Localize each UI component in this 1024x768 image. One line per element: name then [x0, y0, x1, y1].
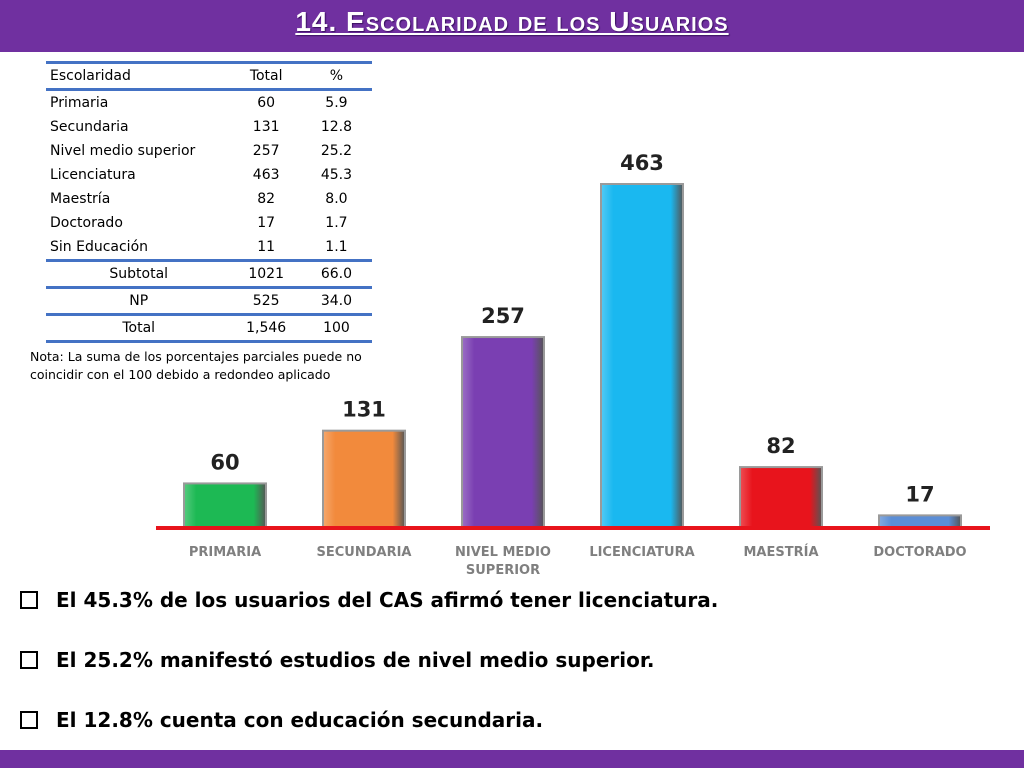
table-row: Secundaria 131 12.8: [46, 115, 372, 139]
category-label: PRIMARIA: [189, 545, 261, 560]
row-total: 17: [257, 215, 276, 231]
footer-bar: [0, 750, 1024, 768]
row-total: 82: [257, 191, 276, 207]
bullet-item: El 25.2% manifestó estudios de nivel med…: [20, 648, 654, 672]
col-header-total: Total: [231, 61, 301, 91]
row-percent: 45.3: [320, 167, 353, 183]
category-label: LICENCIATURA: [589, 545, 694, 560]
row-label: Doctorado: [50, 215, 123, 231]
table-row: Maestría 82 8.0: [46, 187, 372, 211]
subtotal-row: Subtotal 1021 66.0: [46, 259, 372, 288]
total-row: Total 1,546 100: [46, 313, 372, 343]
row-total: 131: [252, 119, 280, 135]
bullet-item: El 12.8% cuenta con educación secundaria…: [20, 708, 543, 732]
subtotal-label: Subtotal: [46, 259, 232, 288]
table-row: Primaria 60 5.9: [46, 90, 372, 116]
table-row: Licenciatura 463 45.3: [46, 163, 372, 187]
bullet-text: El 45.3% de los usuarios del CAS afirmó …: [56, 588, 719, 612]
subtotal-total: 1021: [231, 259, 301, 288]
bullet-item: El 45.3% de los usuarios del CAS afirmó …: [20, 588, 718, 612]
subtotal-percent: 66.0: [300, 259, 372, 288]
np-total: 525: [231, 286, 301, 315]
col-header-percent: %: [300, 61, 372, 91]
row-total: 11: [257, 239, 276, 255]
data-label: 257: [481, 304, 525, 328]
header-bar: 14. Escolaridad de los Usuarios: [0, 0, 1024, 52]
row-label: Secundaria: [50, 119, 129, 135]
table-note: Nota: La suma de los porcentajes parcial…: [30, 349, 362, 382]
row-percent: 12.8: [320, 119, 353, 135]
row-percent: 1.7: [325, 215, 348, 231]
bar-maestría: [739, 466, 823, 529]
category-label: SUPERIOR: [466, 563, 540, 578]
row-percent: 8.0: [325, 191, 348, 207]
category-label: SECUNDARIA: [317, 545, 412, 560]
summary-table: Escolaridad Total % Primaria 60 5.9 Secu…: [46, 61, 372, 343]
row-total: 257: [252, 143, 280, 159]
row-label: Sin Educación: [50, 239, 149, 255]
data-label: 82: [766, 434, 795, 458]
row-label: Maestría: [50, 191, 111, 207]
checkbox-bullet-icon: [20, 651, 38, 669]
np-percent: 34.0: [300, 286, 372, 315]
bullet-text: El 12.8% cuenta con educación secundaria…: [56, 708, 544, 732]
category-label: NIVEL MEDIO: [455, 545, 551, 560]
data-label: 131: [342, 398, 386, 422]
bar-primaria: [183, 482, 267, 530]
table-header-row: Escolaridad Total %: [46, 61, 372, 91]
table-row: Doctorado 17 1.7: [46, 211, 372, 235]
row-total: 60: [257, 95, 276, 111]
table-row: Sin Educación 11 1.1: [46, 235, 372, 261]
col-header-escolaridad: Escolaridad: [46, 61, 232, 91]
checkbox-bullet-icon: [20, 711, 38, 729]
data-label: 17: [905, 482, 934, 506]
bar-licenciatura: [600, 183, 684, 529]
page-title: 14. Escolaridad de los Usuarios: [295, 6, 729, 37]
row-percent: 25.2: [320, 143, 353, 159]
bar-nivel-medio-superior: [461, 336, 545, 529]
bar-secundaria: [322, 429, 406, 530]
category-label: MAESTRÍA: [743, 544, 818, 560]
total-label: Total: [46, 313, 232, 343]
total-percent: 100: [300, 313, 372, 343]
np-row: NP 525 34.0: [46, 286, 372, 315]
bullet-text: El 25.2% manifestó estudios de nivel med…: [56, 648, 655, 672]
row-label: Primaria: [50, 95, 109, 111]
row-percent: 1.1: [325, 239, 348, 255]
row-label: Licenciatura: [50, 167, 136, 183]
data-label: 463: [620, 151, 664, 175]
table-row: Nivel medio superior 257 25.2: [46, 139, 372, 163]
checkbox-bullet-icon: [20, 591, 38, 609]
row-total: 463: [252, 167, 280, 183]
category-label: DOCTORADO: [873, 545, 966, 560]
row-percent: 5.9: [325, 95, 348, 111]
data-label: 60: [210, 450, 239, 474]
np-label: NP: [46, 286, 232, 315]
row-label: Nivel medio superior: [50, 143, 196, 159]
total-total: 1,546: [231, 313, 301, 343]
